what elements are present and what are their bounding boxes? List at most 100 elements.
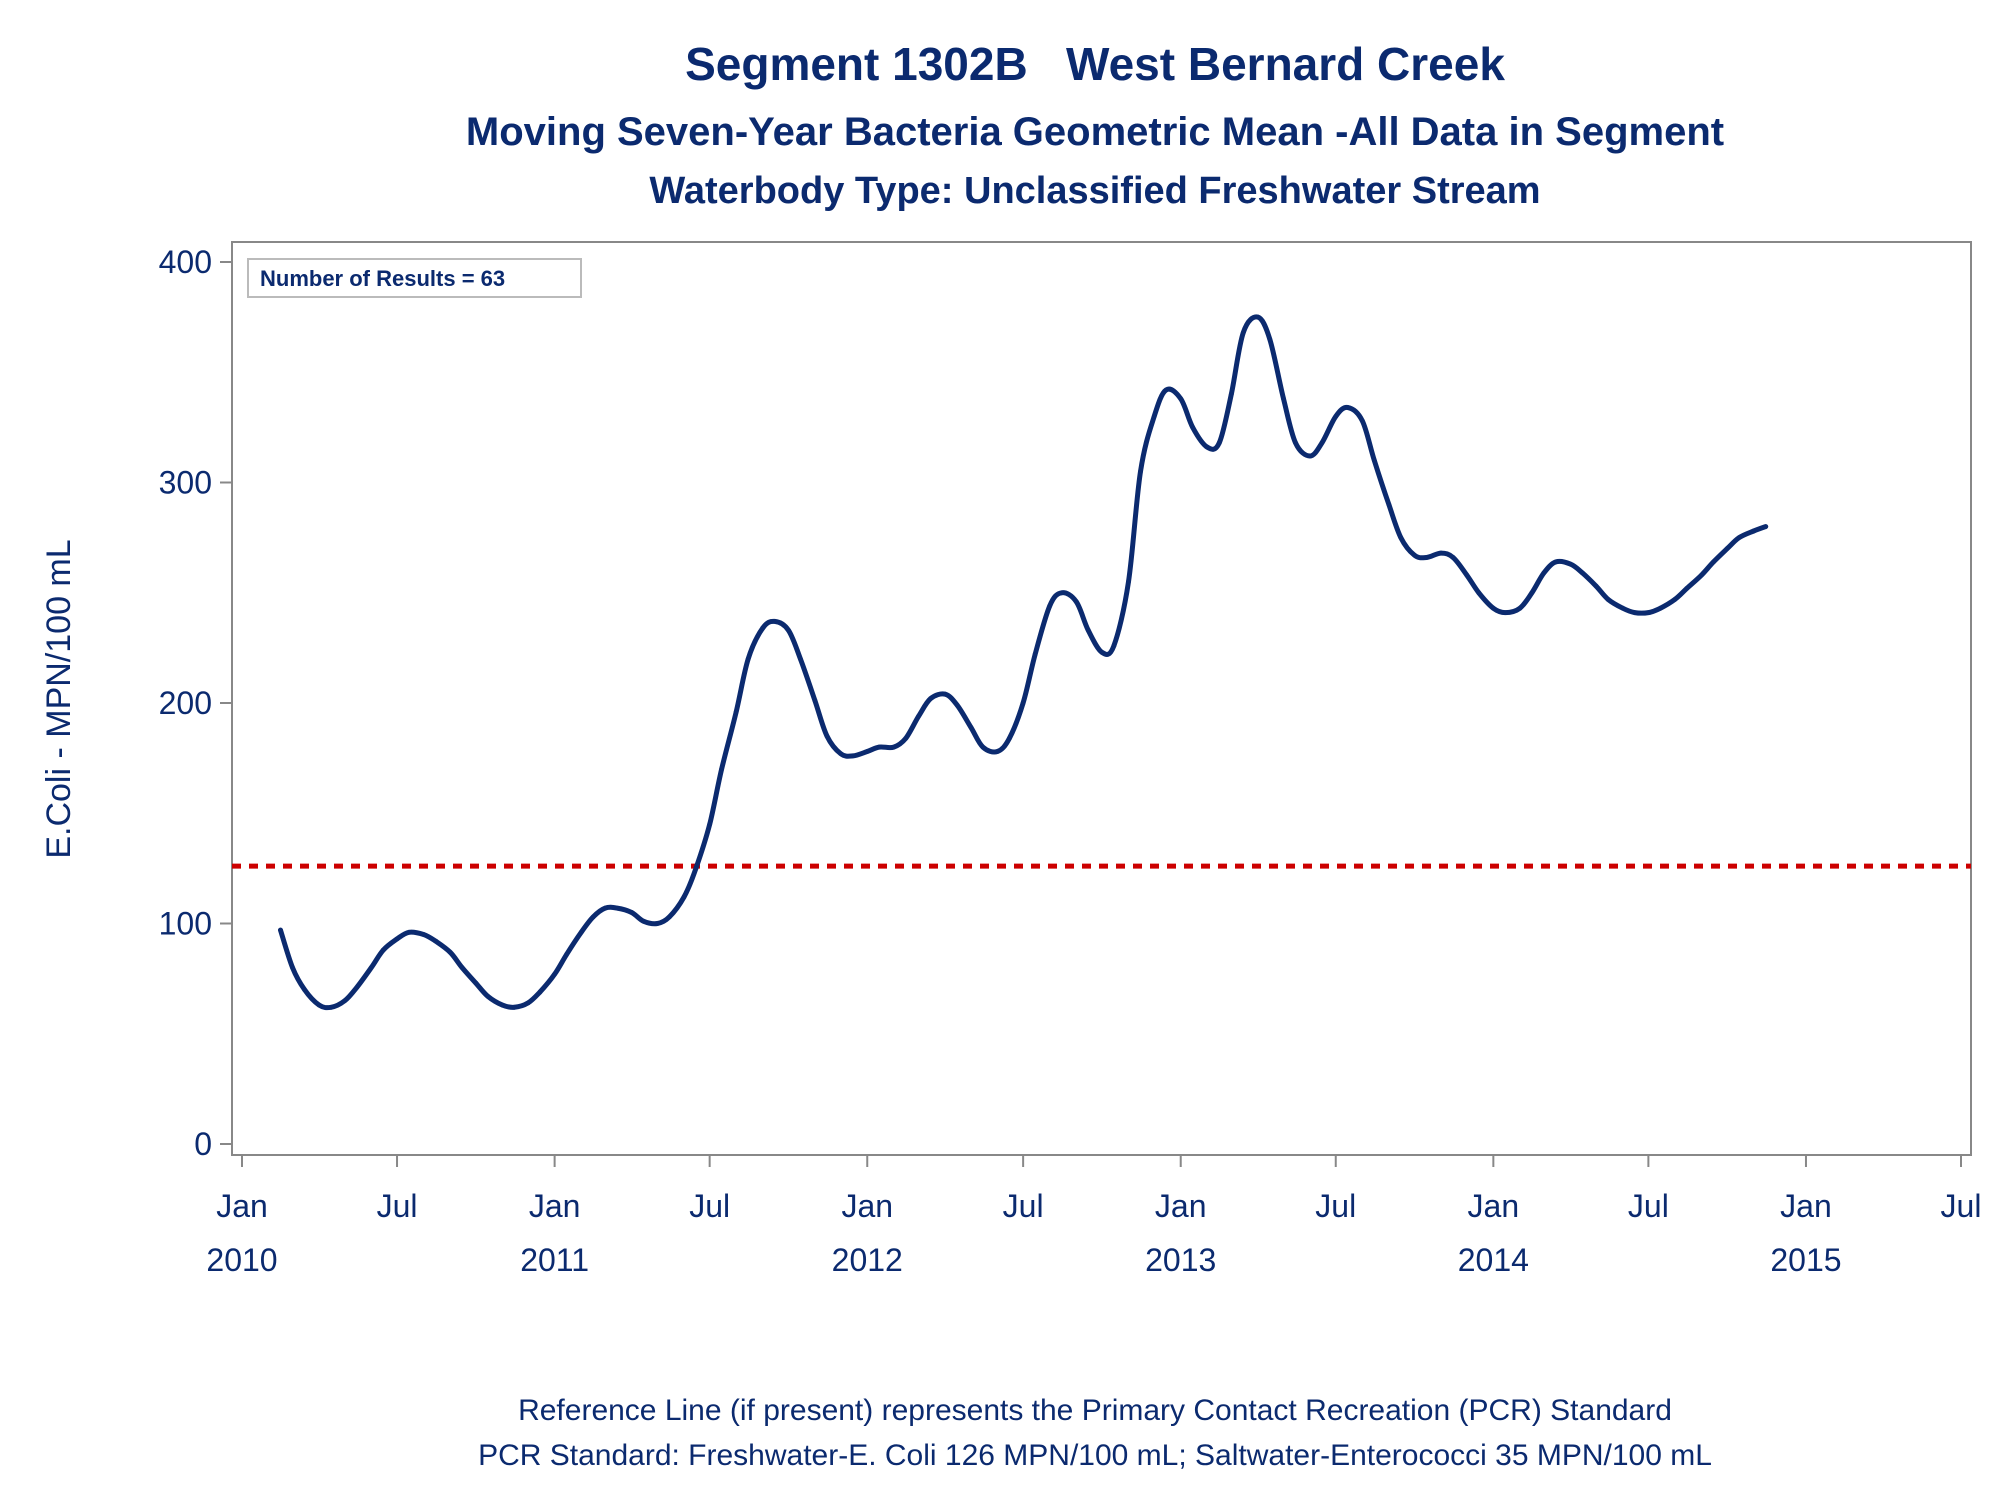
plot-frame [231,241,1972,1156]
series-point [1386,502,1392,507]
series-point [786,627,791,633]
series-point [850,753,856,759]
chart-subtitle: Moving Seven-Year Bacteria Geometric Mea… [466,110,1724,154]
footnote-line-2: PCR Standard: Freshwater-E. Coli 126 MPN… [478,1439,1712,1472]
x-tick-label-month: Jan [529,1188,581,1224]
series-point [1464,572,1470,578]
series-point [1517,605,1523,611]
series-point [1398,535,1404,540]
series-point [891,744,897,750]
x-tick-label-year: 2010 [206,1242,277,1278]
y-axis-label: E.Coli - MPN/100 mL [40,539,78,858]
series-point [681,894,687,900]
y-tick-label: 400 [159,244,212,280]
series-point [876,744,882,750]
series-point [1228,391,1234,397]
x-axis: Jan 2010 Jul Jan 2011 Jul Jan 2012 Jul Jan 2013 Jul… [206,1155,1981,1278]
series-point [447,949,453,955]
y-tick-label: 100 [159,906,212,942]
x-tick-label-month: Jul [689,1188,730,1224]
series-point [1032,652,1038,657]
y-tick-label: 200 [159,685,212,721]
series-point [707,821,713,827]
x-tick-label-month: Jul [1941,1188,1982,1224]
series-point [1293,440,1298,446]
series-point [1047,603,1053,609]
series-point [316,1002,322,1008]
x-tick-label-year: 2012 [832,1242,903,1278]
series-point [1412,552,1417,558]
series-point [903,735,909,741]
x-tick-label-month: Jul [1315,1188,1356,1224]
series-point [1319,440,1325,446]
x-tick-label-month: Jan [841,1188,893,1224]
series-point [1502,610,1508,615]
series-point [980,744,986,750]
x-tick-label-month: Jul [377,1188,418,1224]
series-point [1424,555,1429,560]
series-point [1541,570,1547,576]
series-point [578,929,584,935]
series-point [942,691,948,697]
series-point [1724,546,1730,551]
series-point [459,965,465,970]
series-point [772,619,778,624]
y-tick-label: 300 [159,465,212,501]
series-point [916,713,921,719]
series-point [1711,559,1716,565]
series-point [1438,550,1444,556]
series-point [1763,524,1769,529]
series-point [719,766,724,772]
series-point [1593,583,1599,589]
series-point [1736,535,1742,540]
x-tick-label-month: Jan [1468,1188,1520,1224]
series-point [290,965,295,970]
series-point [302,987,307,992]
series-point [368,965,374,970]
series-point [655,921,660,926]
series-point [354,985,360,990]
series-point [380,947,386,953]
series-point [1240,330,1246,335]
series-point [485,993,491,999]
results-count-box: Number of Results = 63 [247,258,582,298]
series-point [1476,590,1482,596]
series-point [838,751,844,757]
x-tick-label-year: 2013 [1145,1242,1216,1278]
series-point [1751,528,1757,534]
series-point [1126,579,1131,585]
y-tick-label: 0 [194,1126,212,1162]
series-point [1553,559,1559,565]
series-point [500,1002,505,1008]
x-tick-label-year: 2015 [1770,1242,1841,1278]
series-point [760,625,766,631]
series-point [968,724,974,730]
series-point [641,918,647,924]
x-tick-label-year: 2011 [520,1242,589,1278]
series-point [552,971,557,977]
series-point [473,980,479,986]
x-tick-label-month: Jan [1155,1188,1207,1224]
series-point [1605,597,1611,602]
series-point [1216,440,1222,446]
series-point [614,905,620,911]
series-point [1099,649,1105,655]
series-point [1281,396,1286,402]
series-point [1450,555,1456,560]
series-point [1307,453,1313,459]
series-point [864,749,870,754]
series-point [1371,458,1377,463]
series-point [421,932,426,937]
series-point [1620,605,1626,611]
y-axis: 0 100 200 300 400 [159,244,232,1162]
x-tick-label-month: Jan [1780,1188,1832,1224]
series-point [525,1000,531,1006]
series-point [1529,590,1535,596]
series-point [1073,599,1079,604]
series-point [824,733,830,739]
series-point [995,749,1000,754]
series-point [1111,643,1117,649]
series-point [1020,700,1026,706]
series-point [798,656,803,662]
